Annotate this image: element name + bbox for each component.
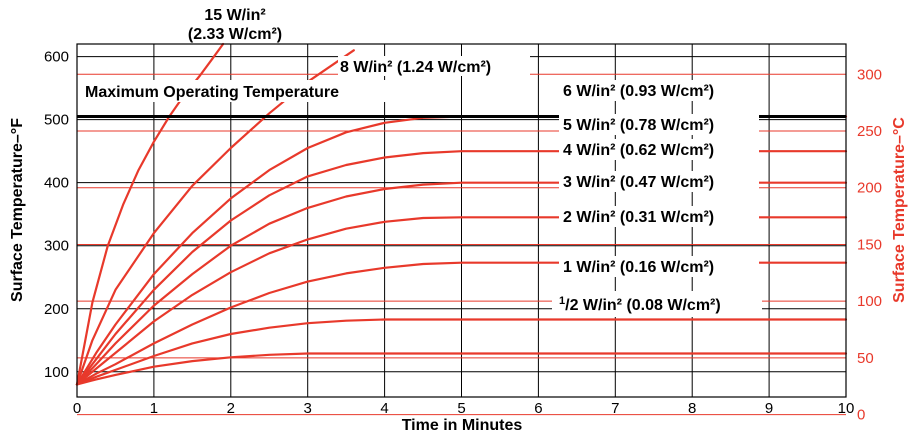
x-tick-label: 10 <box>838 400 855 417</box>
x-tick-label: 1 <box>150 400 158 417</box>
tick-labels: 0 1 2 3 4 5 6 7 8 9 10 100 200 300 400 500 600 0 50 100 150 2… <box>44 49 882 424</box>
x-axis-title: Time in Minutes <box>402 417 523 434</box>
series-label: 3 W/in² (0.47 W/cm²) <box>563 174 714 191</box>
label-background <box>559 171 759 192</box>
y-right-tick-label: 0 <box>857 407 865 424</box>
series-line <box>75 150 848 386</box>
max-operating-label: Maximum Operating Temperature <box>85 84 339 101</box>
label-background <box>559 256 759 277</box>
y-left-tick-label: 400 <box>44 175 69 192</box>
y-right-tick-label: 150 <box>857 236 882 253</box>
x-tick-label: 4 <box>380 400 388 417</box>
y-axis-right-title: Surface Temperature–°C <box>891 117 908 303</box>
y-right-tick-label: 50 <box>857 350 874 367</box>
series-label: 1/2 W/in² (0.08 W/cm²) <box>559 295 721 314</box>
series-label: (2.33 W/cm²) <box>188 26 282 43</box>
x-tick-label: 5 <box>457 400 465 417</box>
series-label: 8 W/in² (1.24 W/cm²) <box>340 59 491 76</box>
label-background <box>552 291 762 317</box>
series-label: 1 W/in² (0.16 W/cm²) <box>563 259 714 276</box>
x-tick-label: 7 <box>611 400 619 417</box>
y-left-tick-label: 600 <box>44 49 69 66</box>
y-left-tick-label: 200 <box>44 301 69 318</box>
x-tick-label: 9 <box>765 400 773 417</box>
y-right-tick-label: 200 <box>857 180 882 197</box>
label-text: /2 W/in² (0.08 W/cm²) <box>565 297 721 314</box>
label-background <box>559 206 759 227</box>
series-label: 4 W/in² (0.62 W/cm²) <box>563 142 714 159</box>
y-right-tick-label: 300 <box>857 66 882 83</box>
y-right-tick-label: 250 <box>857 123 882 140</box>
y-axis-left-title: Surface Temperature–°F <box>9 118 26 302</box>
y-right-tick-label: 100 <box>857 293 882 310</box>
series-line <box>75 181 848 386</box>
label-background <box>559 114 759 135</box>
x-tick-label: 0 <box>73 400 81 417</box>
y-left-tick-label: 100 <box>44 364 69 381</box>
curve-labels: 15 W/in² (2.33 W/cm²) 8 W/in² (1.24 W/cm²)… <box>82 7 762 317</box>
label-background <box>559 139 759 160</box>
label-background <box>338 56 530 76</box>
x-tick-label: 8 <box>688 400 696 417</box>
x-tick-label: 6 <box>534 400 542 417</box>
series-label: 6 W/in² (0.93 W/cm²) <box>563 83 714 100</box>
plot-border <box>76 43 847 398</box>
series-line <box>75 318 848 386</box>
series-line <box>75 42 225 386</box>
y-left-tick-label: 300 <box>44 238 69 255</box>
label-background <box>82 80 412 102</box>
x-tick-label: 3 <box>304 400 312 417</box>
series-label: 15 W/in² <box>204 7 265 24</box>
x-tick-label: 2 <box>227 400 235 417</box>
series-label: 2 W/in² (0.31 W/cm²) <box>563 209 714 226</box>
y-left-tick-label: 500 <box>44 112 69 129</box>
label-superscript: 1 <box>559 295 565 307</box>
series-line <box>75 352 848 386</box>
series-line <box>75 261 848 386</box>
label-background <box>559 80 759 101</box>
series-line <box>75 216 848 386</box>
series-label: 5 W/in² (0.78 W/cm²) <box>563 117 714 134</box>
